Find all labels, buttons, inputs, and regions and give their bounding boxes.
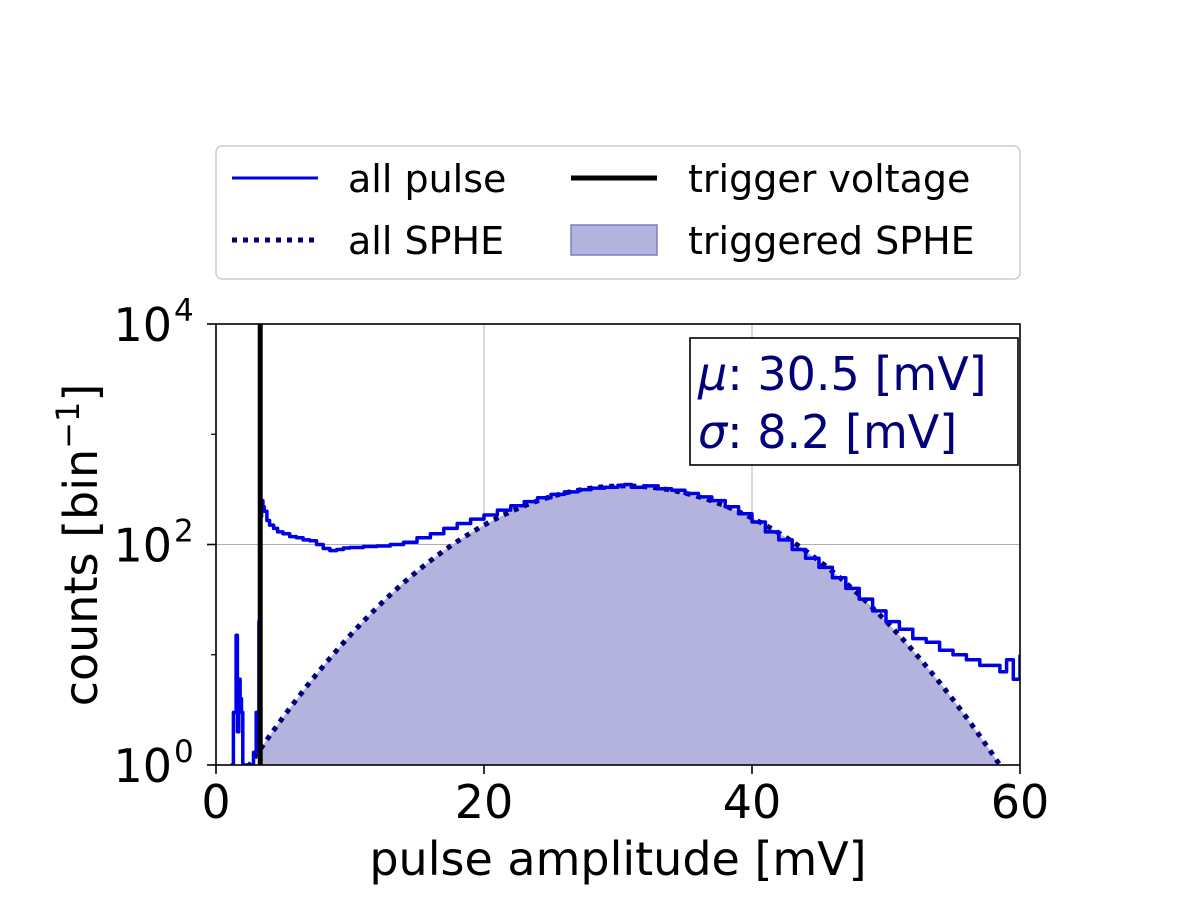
stats-sigma: σ: 8.2 [mV] xyxy=(698,405,957,459)
legend-label-all-pulse: all pulse xyxy=(348,157,506,201)
stats-box xyxy=(689,337,1019,466)
sigma-value: : 8.2 [mV] xyxy=(727,405,957,459)
y-tick-base: 10 xyxy=(113,739,172,793)
legend-label-triggered-sphe: triggered SPHE xyxy=(688,219,975,263)
stats-annotation: μ: 30.5 [mV] σ: 8.2 [mV] xyxy=(689,337,1019,466)
x-axis-ticks: 0 20 40 60 xyxy=(201,765,1049,829)
y-tick-label: 10 xyxy=(113,519,172,573)
mu-value: : 30.5 [mV] xyxy=(727,347,986,401)
y-tick-exponent: 0 xyxy=(174,734,194,770)
triggered-sphe-fill xyxy=(260,485,1000,765)
legend-label-all-sphe: all SPHE xyxy=(348,219,504,263)
y-tick-label: 10 xyxy=(113,298,172,352)
mu-symbol: μ xyxy=(697,347,727,401)
y-axis-label-close: ] xyxy=(54,384,108,402)
legend-label-trigger-voltage: trigger voltage xyxy=(688,157,970,201)
x-tick-label: 60 xyxy=(991,775,1050,829)
y-tick-base: 10 xyxy=(113,298,172,352)
x-axis-label: pulse amplitude [mV] xyxy=(369,832,866,886)
y-tick-label: 10 xyxy=(113,739,172,793)
y-axis-label-main: counts [bin xyxy=(54,449,108,706)
x-tick-label: 0 xyxy=(201,775,230,829)
y-tick-exponent: 2 xyxy=(174,514,194,550)
legend-swatch-triggered-sphe xyxy=(570,224,658,256)
y-axis-label: counts [bin−1] xyxy=(49,384,108,707)
legend-frame xyxy=(215,145,1021,280)
y-tick-base: 10 xyxy=(113,519,172,573)
sigma-symbol: σ xyxy=(698,405,729,459)
y-tick-exponent: 4 xyxy=(174,293,194,329)
data-layer xyxy=(230,324,1020,765)
legend: all pulse trigger voltage all SPHE trigg… xyxy=(215,145,1021,280)
y-axis-label-sup: −1 xyxy=(49,402,87,449)
x-tick-label: 20 xyxy=(455,775,514,829)
stats-mu: μ: 30.5 [mV] xyxy=(697,347,987,401)
x-tick-label: 40 xyxy=(723,775,782,829)
